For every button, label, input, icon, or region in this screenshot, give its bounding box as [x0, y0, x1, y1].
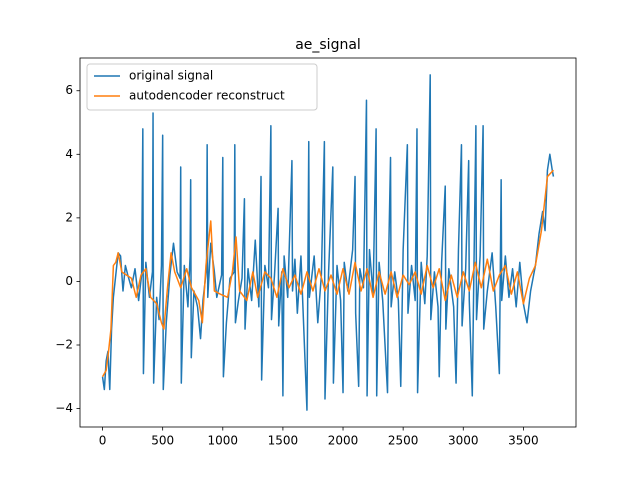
plot-frame — [79, 57, 577, 428]
y-tick-label: 0 — [65, 274, 73, 288]
chart-title: ae_signal — [295, 37, 361, 53]
x-tick-label: 3500 — [508, 434, 539, 448]
x-tick-label: 1500 — [268, 434, 299, 448]
series-line — [101, 74, 555, 411]
x-tick-label: 2500 — [388, 434, 419, 448]
legend-box — [86, 63, 318, 111]
legend-label: autodencoder reconstruct — [129, 89, 285, 103]
y-tick-label: −4 — [55, 401, 73, 415]
x-tick-label: 3000 — [448, 434, 479, 448]
y-tick-label: 4 — [65, 147, 73, 161]
series-line — [101, 169, 554, 378]
x-tick-label: 2000 — [328, 434, 359, 448]
y-tick-label: 6 — [65, 83, 73, 97]
y-tick-label: 2 — [65, 210, 73, 224]
y-tick-label: −2 — [55, 338, 73, 352]
legend-label: original signal — [129, 69, 213, 83]
x-tick-label: 0 — [99, 434, 107, 448]
x-tick-label: 500 — [151, 434, 174, 448]
x-tick-label: 1000 — [208, 434, 239, 448]
